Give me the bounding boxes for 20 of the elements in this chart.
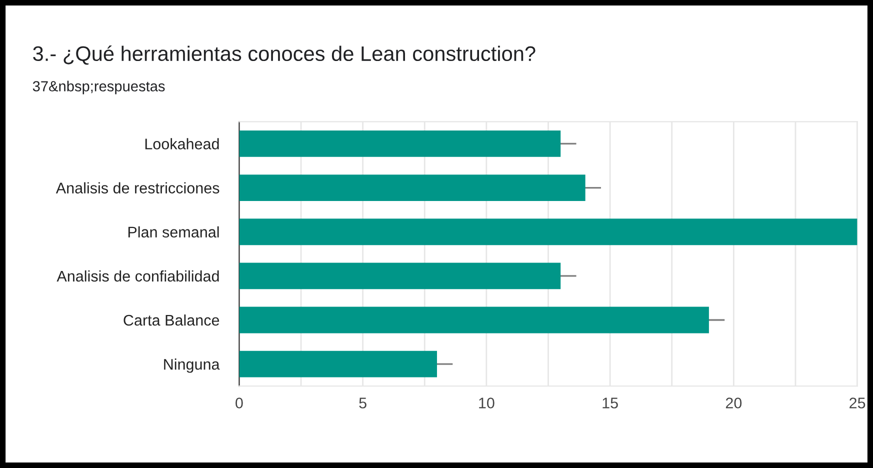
chart-title: 3.- ¿Qué herramientas conoces de Lean construction?: [33, 46, 536, 65]
y-tick-label: Analisis de confiabilidad: [56, 270, 219, 282]
y-tick-label: Carta Balance: [124, 314, 220, 326]
text: 37&nbsp;respuestas: [32, 80, 165, 94]
x-tick-label: 15: [602, 398, 618, 408]
x-tick-label: 25: [850, 398, 866, 408]
bar: [239, 306, 709, 334]
x-tick-label: 10: [479, 398, 494, 408]
y-tick-label: Plan semanal: [128, 226, 219, 238]
bar: [239, 350, 437, 378]
bar: [239, 130, 561, 157]
y-tick-label: Analisis de restricciones: [56, 182, 220, 194]
x-tick-label: 0: [236, 398, 243, 408]
x-tick-label: 5: [359, 398, 366, 408]
bar: [239, 174, 586, 202]
x-tick-label: 20: [726, 398, 742, 408]
y-tick-label: Ninguna: [164, 358, 220, 373]
y-tick-label: Lookahead: [145, 138, 219, 150]
bar: [239, 218, 858, 246]
bar: [239, 262, 561, 290]
